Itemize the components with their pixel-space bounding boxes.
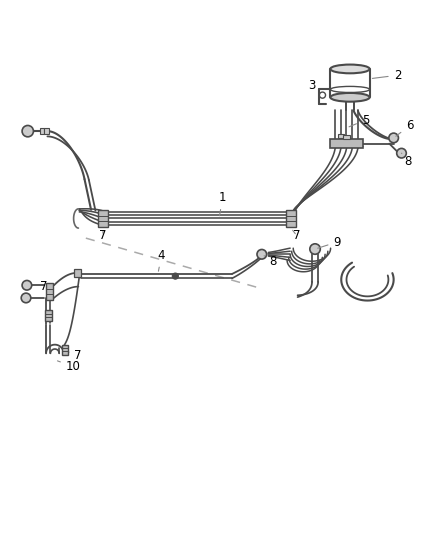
Bar <box>40 128 44 134</box>
Text: 7: 7 <box>99 229 106 243</box>
Bar <box>46 284 53 300</box>
Bar <box>44 128 49 134</box>
Circle shape <box>319 92 325 98</box>
Text: 4: 4 <box>158 248 166 271</box>
Text: 7: 7 <box>40 280 49 298</box>
Bar <box>74 269 81 277</box>
Bar <box>99 210 108 227</box>
Circle shape <box>172 273 178 279</box>
Text: 5: 5 <box>349 114 369 127</box>
Circle shape <box>257 249 267 259</box>
Bar <box>338 134 344 138</box>
Text: 8: 8 <box>402 153 412 167</box>
Bar <box>286 210 296 227</box>
Circle shape <box>21 293 31 303</box>
Ellipse shape <box>330 64 370 74</box>
Text: 3: 3 <box>308 78 321 95</box>
Circle shape <box>397 148 406 158</box>
Text: 6: 6 <box>396 119 413 136</box>
Bar <box>343 135 350 139</box>
Bar <box>330 139 363 148</box>
Text: 2: 2 <box>372 69 401 82</box>
Text: 8: 8 <box>264 255 277 268</box>
Bar <box>62 345 68 354</box>
Text: 10: 10 <box>57 360 81 373</box>
Text: 7: 7 <box>293 229 301 243</box>
Text: 9: 9 <box>318 236 341 248</box>
Text: 1: 1 <box>219 191 226 216</box>
Circle shape <box>310 244 320 254</box>
Circle shape <box>389 133 399 143</box>
Bar <box>45 310 52 321</box>
Circle shape <box>22 280 32 290</box>
Circle shape <box>22 125 33 137</box>
Ellipse shape <box>330 93 370 102</box>
Text: 7: 7 <box>67 349 82 361</box>
